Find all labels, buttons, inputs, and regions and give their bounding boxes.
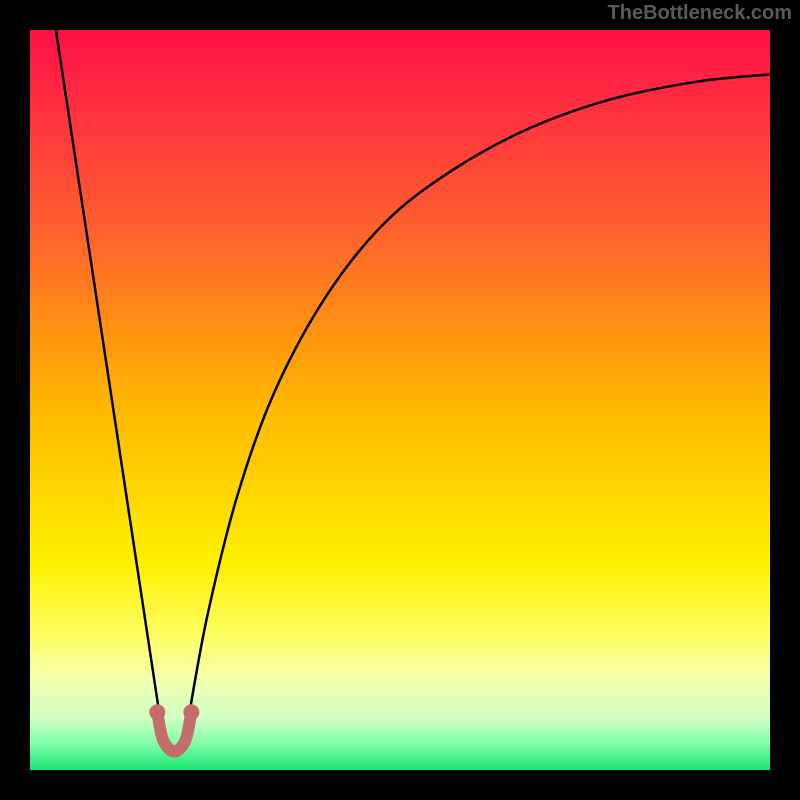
watermark-text: TheBottleneck.com [608, 2, 792, 25]
chart-outer-frame: TheBottleneck.com [0, 0, 800, 800]
minimum-marker-endpoint [183, 704, 199, 720]
chart-svg [30, 30, 770, 770]
minimum-marker-endpoint [149, 704, 165, 720]
gradient-background [30, 30, 770, 770]
plot-area [30, 30, 770, 770]
